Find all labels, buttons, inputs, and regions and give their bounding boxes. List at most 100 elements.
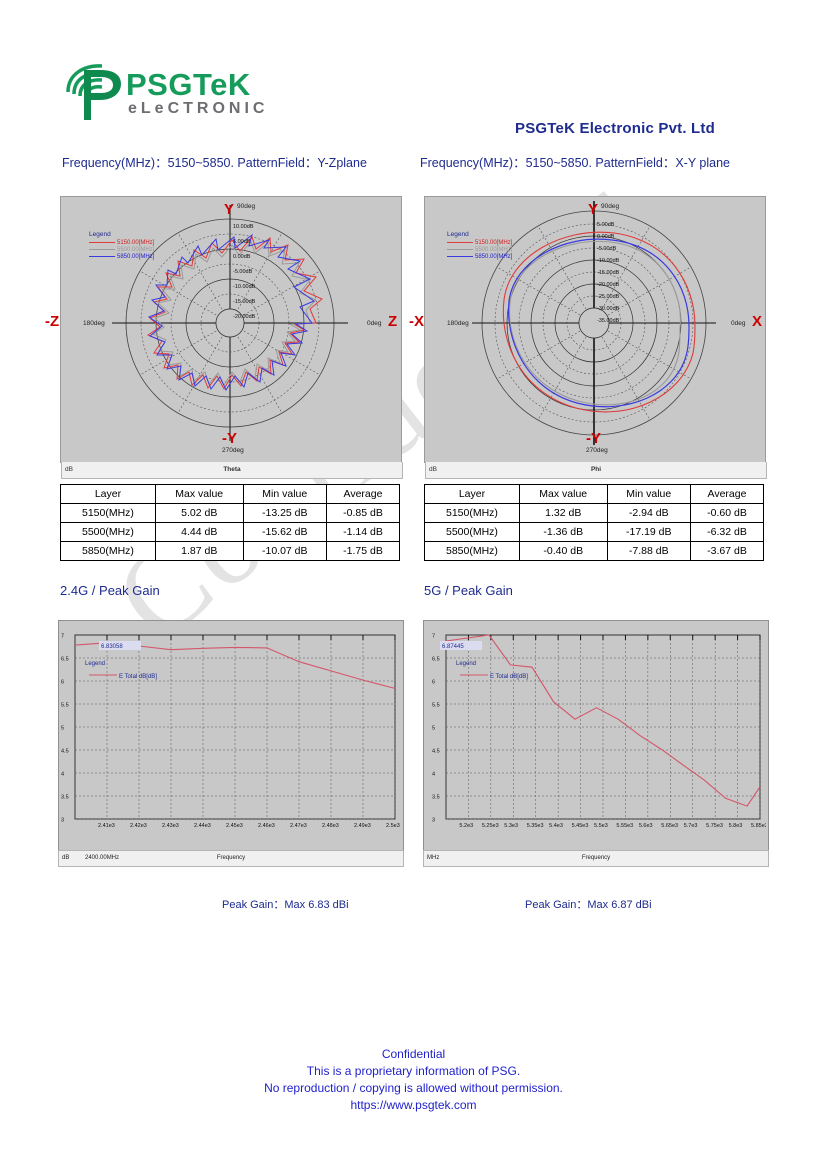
legend-item-5850: 5850.00[MHz] <box>447 253 512 260</box>
radial-label-4: -15.00dB <box>597 270 620 276</box>
y-tick-label: 7 <box>61 634 64 640</box>
trace-5850 <box>147 233 316 392</box>
x-tick-label: 5.3e3 <box>504 823 518 829</box>
deg-label-0: 0deg <box>731 320 746 327</box>
gain-24g-footer: dB 2400.00MHz Frequency <box>58 850 404 867</box>
th-avg: Average <box>325 484 401 504</box>
y-tick-label: 4 <box>61 772 64 778</box>
cell-max: -0.40 dB <box>518 541 608 561</box>
deg-label-180: 180deg <box>447 320 469 327</box>
x-tick-label: 5.45e3 <box>572 823 589 829</box>
radial-label-3: -10.00dB <box>597 258 620 264</box>
y-tick-label: 4 <box>432 772 435 778</box>
legend-item-5150: 5150.00[MHz] <box>89 239 154 246</box>
y-tick-label: 4.5 <box>61 749 69 755</box>
legend-label-5850: 5850.00[MHz] <box>475 253 513 260</box>
table-row: 5850(MHz) -0.40 dB -7.88 dB -3.67 dB <box>424 541 765 561</box>
th-min: Min value <box>606 484 691 504</box>
deg-label-90: 90deg <box>601 203 620 210</box>
footer-line-proprietary: This is a proprietary information of PSG… <box>306 1064 521 1078</box>
x-tick-label: 2.45e3 <box>226 823 243 829</box>
polar-right-legend: Legend 5150.00[MHz] 5500.00[MHz] 5850.00… <box>447 231 512 260</box>
trace-5500 <box>508 240 681 406</box>
radial-label-2: -5.00dB <box>597 246 617 252</box>
table-row: 5500(MHz) 4.44 dB -15.62 dB -1.14 dB <box>60 522 401 542</box>
gain-chart-5g: 7 6.5 6 5.5 5 4.5 4 3.5 3 5.2e3 5.25e3 5.3e3 5.35e3 5… <box>423 620 769 867</box>
cell-layer: 5500(MHz) <box>60 522 156 542</box>
frequency-header-left: Frequency(MHz)：5150~5850. PatternField：Y… <box>62 156 367 170</box>
gain-24g-start-freq: 2400.00MHz <box>85 855 120 861</box>
company-name: PSGTeK Electronic Pvt. Ltd <box>515 120 715 137</box>
gain-title-24g: 2.4G / Peak Gain <box>60 583 160 598</box>
y-tick-label: 3 <box>61 818 64 824</box>
radial-label-1: 0.00dB <box>597 234 615 240</box>
footer-line-confidential: Confidential <box>381 1047 446 1061</box>
cell-layer: 5850(MHz) <box>424 541 520 561</box>
x-tick-label: 5.85e3 <box>751 823 766 829</box>
cell-min: -13.25 dB <box>242 503 327 523</box>
x-tick-label: 2.43e3 <box>162 823 179 829</box>
polar-left-legend: Legend 5150.00[MHz] 5500.00[MHz] 5850.00… <box>89 231 154 260</box>
radial-label-0: 5.00dB <box>597 222 615 228</box>
radial-label-6: -25.00dB <box>597 294 620 300</box>
radial-label-3: -5.00dB <box>233 269 253 275</box>
radial-label-5: -20.00dB <box>597 282 620 288</box>
trace-5150 <box>502 231 696 413</box>
th-avg: Average <box>689 484 765 504</box>
cell-max: -1.36 dB <box>518 522 608 542</box>
axis-label-x-neg: -X <box>409 313 424 330</box>
th-layer: Layer <box>424 484 520 504</box>
legend-label-5500: 5500.00[MHz] <box>475 246 513 253</box>
x-tick-label: 5.6e3 <box>639 823 653 829</box>
x-tick-label: 5.75e3 <box>706 823 723 829</box>
radial-label-0: 10.00dB <box>233 224 254 230</box>
deg-label-180: 180deg <box>83 320 105 327</box>
cell-layer: 5850(MHz) <box>60 541 156 561</box>
y-tick-label: 5 <box>432 726 435 732</box>
axis-label-y-top: Y <box>588 201 599 218</box>
legend-swatch-5500 <box>447 249 473 250</box>
radial-label-8: -35.00dB <box>597 318 620 324</box>
cell-layer: 5500(MHz) <box>424 522 520 542</box>
radial-label-5: -15.00dB <box>233 299 256 305</box>
legend-label-5150: 5150.00[MHz] <box>117 239 155 246</box>
legend-item-5850: 5850.00[MHz] <box>89 253 154 260</box>
psgtek-logo: PSGTeK eLeCTRONIC <box>62 62 292 124</box>
legend-swatch-5850 <box>447 256 473 257</box>
cell-max: 5.02 dB <box>154 503 244 523</box>
legend-title-24g: Legend <box>85 661 105 667</box>
table-header-row: Layer Max value Min value Average <box>60 484 401 504</box>
legend-item-5500: 5500.00[MHz] <box>447 246 512 253</box>
axis-label-z-neg: -Z <box>45 313 60 330</box>
deg-label-270: 270deg <box>222 447 244 454</box>
cell-avg: -0.60 dB <box>689 503 765 523</box>
table-header-row: Layer Max value Min value Average <box>424 484 765 504</box>
table-row: 5850(MHz) 1.87 dB -10.07 dB -1.75 dB <box>60 541 401 561</box>
cell-max: 1.32 dB <box>518 503 608 523</box>
y-tick-label: 5.5 <box>61 703 69 709</box>
deg-label-90: 90deg <box>237 203 256 210</box>
legend-label-5850: 5850.00[MHz] <box>117 253 155 260</box>
table-row: 5150(MHz) 1.32 dB -2.94 dB -0.60 dB <box>424 503 765 523</box>
y-tick-label: 3.5 <box>61 795 69 801</box>
x-tick-label: 2.44e3 <box>194 823 211 829</box>
cell-min: -7.88 dB <box>606 541 691 561</box>
y-tick-label: 6.5 <box>61 657 69 663</box>
x-tick-label: 2.42e3 <box>130 823 147 829</box>
footer-website-link[interactable]: https://www.psgtek.com <box>350 1098 477 1112</box>
results-table-yz: Layer Max value Min value Average 5150(M… <box>60 484 401 561</box>
x-tick-label: 2.49e3 <box>354 823 371 829</box>
legend-swatch-5150 <box>89 242 115 243</box>
legend-title-5g: Legend <box>456 661 476 667</box>
y-tick-label: 3.5 <box>432 795 440 801</box>
polar-plot-yz: 10.00dB 5.00dB 0.00dB -5.00dB -10.00dB -… <box>45 196 403 479</box>
legend-title: Legend <box>447 231 469 238</box>
legend-swatch-5150 <box>447 242 473 243</box>
x-tick-label: 5.55e3 <box>616 823 633 829</box>
axis-label-x-pos: X <box>752 313 763 330</box>
deg-label-0: 0deg <box>367 320 382 327</box>
polar-left-axis-title: Theta <box>223 466 241 473</box>
polar-right-axis-title: Phi <box>590 466 602 473</box>
peak-value-label-24g: 6.83058 <box>101 644 123 650</box>
cell-min: -15.62 dB <box>242 522 327 542</box>
